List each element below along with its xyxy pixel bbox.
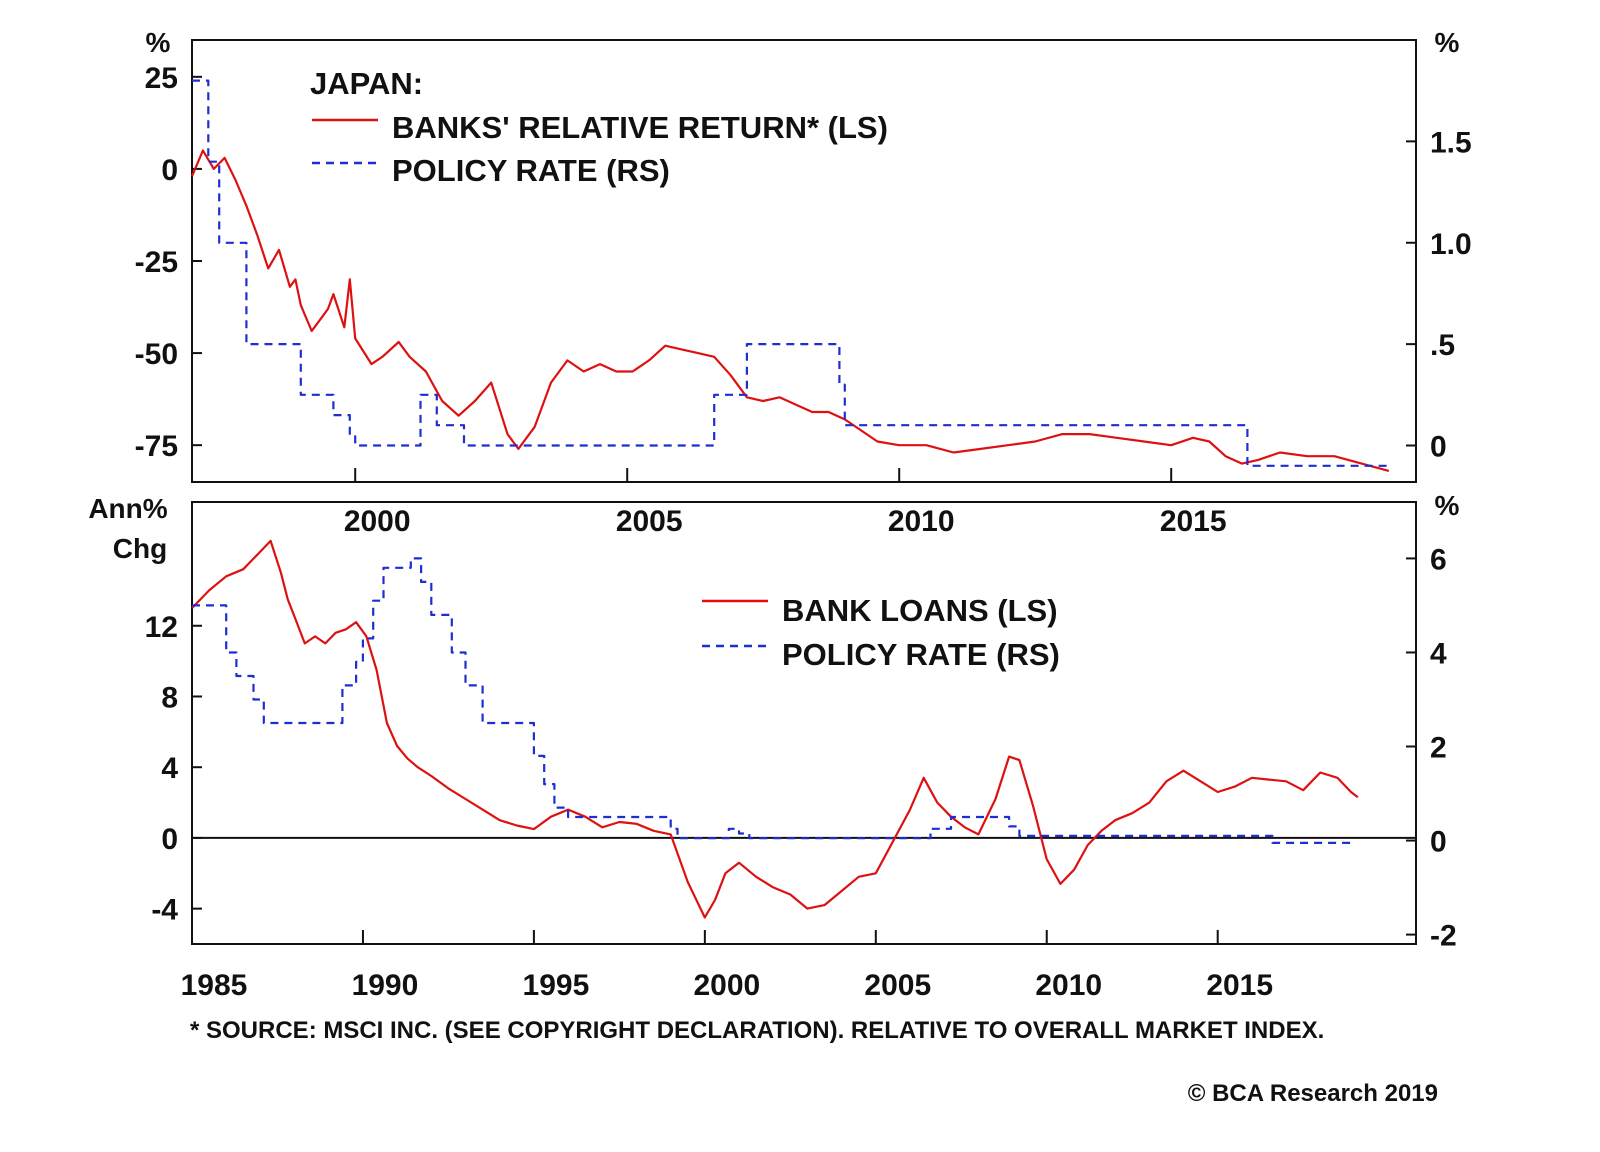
left-tick-label: -25 [135, 246, 178, 279]
left-tick-label: -50 [135, 338, 178, 371]
legend-label-policy-rate-top: POLICY RATE (RS) [392, 153, 670, 188]
x-tick-label: 1985 [181, 969, 248, 1002]
bottom-series-layer [191, 539, 1359, 919]
bottom-panel: Ann% Chg % 12 8 4 0 -4 6 4 2 0 -2 1985 1990 1995 20… [88, 490, 1459, 1002]
top-series-layer [190, 79, 1390, 472]
bottom-left-unit-label-2: Chg [113, 533, 167, 564]
bottom-plot-frame [191, 501, 1417, 945]
right-tick-label: 1.5 [1430, 126, 1472, 159]
x-tick-label: 2015 [1160, 505, 1227, 538]
left-tick-label: 8 [161, 681, 178, 714]
bottom-left-unit-label: Ann% [88, 493, 167, 524]
top-panel: % % 250-25-50-75 1.51.0.50 2000 2005 2010 2… [135, 27, 1472, 538]
policy-rate-line [192, 79, 1389, 467]
x-tick-label: 2010 [888, 505, 955, 538]
x-tick-label: 2005 [616, 505, 683, 538]
bottom-right-axis: 6 4 2 0 -2 [1406, 543, 1457, 953]
right-tick-label: 1.0 [1430, 228, 1472, 261]
bottom-legend: BANK LOANS (LS) POLICY RATE (RS) [702, 593, 1060, 672]
right-tick-label: 0 [1430, 826, 1447, 859]
legend-label-bank-loans: BANK LOANS (LS) [782, 593, 1058, 628]
top-right-unit-label: % [1435, 27, 1460, 58]
right-tick-label: 2 [1430, 732, 1447, 765]
bottom-left-axis: 12 8 4 0 -4 [145, 611, 202, 927]
bottom-right-unit-label: % [1435, 490, 1460, 521]
top-left-axis: 25 0 -25 -50 -75 [135, 62, 202, 463]
left-tick-label: 4 [161, 752, 178, 785]
policy-rate-line [192, 557, 1355, 844]
left-tick-label: 12 [145, 611, 178, 644]
top-chart-title: JAPAN: [310, 66, 423, 101]
right-tick-label: .5 [1430, 329, 1455, 362]
bank-relative-return-line [190, 149, 1390, 472]
source-footnote: * SOURCE: MSCI INC. (SEE COPYRIGHT DECLA… [190, 1017, 1324, 1044]
top-legend: BANKS' RELATIVE RETURN* (LS) POLICY RATE… [312, 110, 888, 188]
left-tick-label: 0 [161, 154, 178, 187]
bank-loans-line [191, 539, 1359, 919]
x-tick-label: 1990 [352, 969, 419, 1002]
right-tick-label: 4 [1430, 637, 1447, 670]
legend-label-bank-return: BANKS' RELATIVE RETURN* (LS) [392, 110, 888, 145]
top-x-axis: 2000 2005 2010 2015 [344, 468, 1227, 538]
x-tick-label: 2005 [864, 969, 931, 1002]
legend-label-policy-rate-bottom: POLICY RATE (RS) [782, 637, 1060, 672]
x-tick-label: 2000 [693, 969, 760, 1002]
left-tick-label: -4 [151, 894, 178, 927]
left-tick-label: 0 [161, 823, 178, 856]
x-tick-label: 2015 [1206, 969, 1273, 1002]
left-tick-label: 25 [145, 62, 178, 95]
x-tick-label: 1995 [523, 969, 590, 1002]
right-tick-label: -2 [1430, 920, 1457, 953]
bottom-x-axis: 1985 1990 1995 2000 2005 2010 2015 [181, 930, 1273, 1002]
x-tick-label: 2000 [344, 505, 411, 538]
right-tick-label: 6 [1430, 543, 1447, 576]
copyright-notice: © BCA Research 2019 [1188, 1080, 1438, 1107]
top-plot-frame [191, 39, 1417, 483]
x-tick-label: 2010 [1035, 969, 1102, 1002]
top-right-axis: 1.5 1.0 .5 0 [1406, 126, 1472, 464]
right-tick-label: 0 [1430, 431, 1447, 464]
top-left-unit-label: % [146, 27, 171, 58]
left-tick-label: -75 [135, 430, 178, 463]
